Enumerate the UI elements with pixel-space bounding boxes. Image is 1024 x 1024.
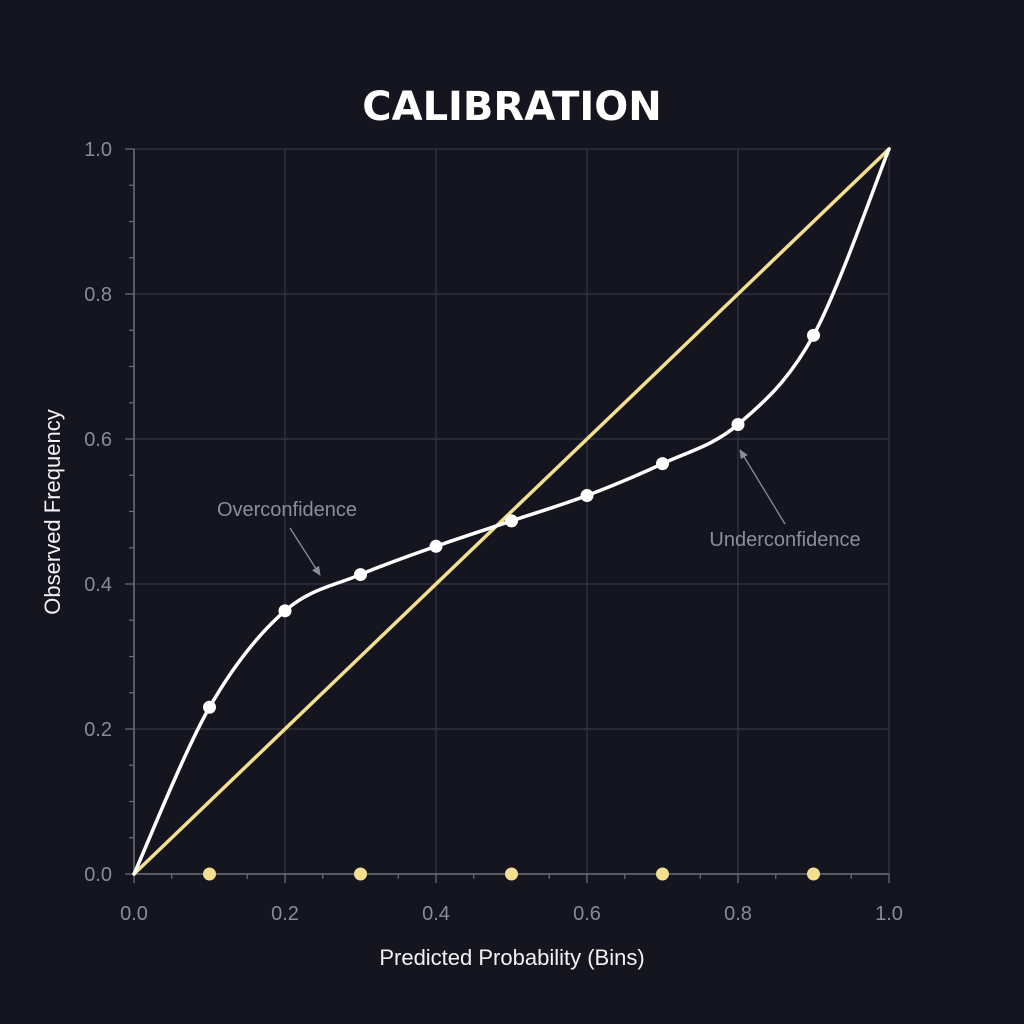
curve-point bbox=[429, 539, 443, 553]
curve-point bbox=[580, 489, 594, 503]
annotation-label: Overconfidence bbox=[217, 499, 357, 521]
curve-point bbox=[656, 457, 669, 471]
y-tick-label: 0.8 bbox=[84, 284, 112, 306]
chart-title: CALIBRATION bbox=[362, 84, 661, 130]
annotation-label: Underconfidence bbox=[709, 529, 860, 551]
y-tick-label: 0.4 bbox=[84, 574, 112, 596]
curve-point bbox=[203, 700, 216, 714]
curve-point bbox=[278, 604, 292, 618]
annotation-arrow bbox=[289, 527, 321, 576]
annotation-arrow bbox=[739, 449, 786, 525]
x-tick-label: 0.8 bbox=[724, 903, 752, 925]
curve-point bbox=[807, 328, 820, 342]
annotations: Overconfidence Underconfidence bbox=[217, 449, 861, 576]
x-tick-label: 0.4 bbox=[422, 903, 450, 925]
grid-lines bbox=[134, 148, 890, 874]
x-tick-label: 0.0 bbox=[120, 903, 148, 925]
bin-marker bbox=[354, 867, 367, 881]
x-tick-label: 1.0 bbox=[875, 903, 903, 925]
bin-markers bbox=[203, 867, 820, 881]
curve-markers bbox=[203, 328, 820, 714]
tick-labels: 0.0 0.2 0.4 0.6 0.8 1.0 0.0 0.2 0.4 0.6 0.8 1.0 bbox=[84, 139, 903, 925]
y-tick-label: 0.2 bbox=[84, 719, 112, 741]
bin-marker bbox=[203, 867, 216, 881]
bin-marker bbox=[656, 867, 669, 881]
reference-diagonal-line bbox=[132, 147, 891, 876]
y-tick-label: 1.0 bbox=[84, 139, 112, 161]
curve-point bbox=[354, 568, 367, 582]
y-tick-label: 0.0 bbox=[84, 864, 112, 886]
curve-point bbox=[505, 514, 518, 528]
curve-point bbox=[731, 418, 745, 431]
y-axis-label: Observed Frequency bbox=[40, 409, 65, 614]
x-tick-label: 0.6 bbox=[573, 903, 601, 925]
bin-marker bbox=[807, 867, 820, 881]
x-tick-label: 0.2 bbox=[271, 903, 299, 925]
perfect-calibration-line bbox=[132, 147, 891, 876]
y-tick-label: 0.6 bbox=[84, 429, 112, 451]
x-axis-label: Predicted Probability (Bins) bbox=[379, 945, 644, 970]
bin-marker bbox=[505, 867, 518, 881]
